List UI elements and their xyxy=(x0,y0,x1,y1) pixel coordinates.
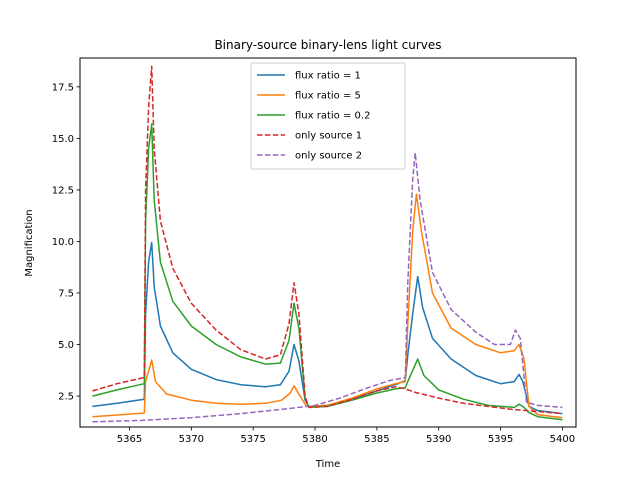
y-tick-label: 7.5 xyxy=(58,289,74,300)
legend-entry-label: flux ratio = 1 xyxy=(295,71,361,82)
y-tick-label: 10.0 xyxy=(52,237,74,248)
series-line-2 xyxy=(92,193,563,419)
axes-frame xyxy=(79,57,577,428)
y-tick-label: 15.0 xyxy=(52,134,74,145)
x-axis-label: Time xyxy=(315,459,340,470)
series-line-5 xyxy=(92,152,563,423)
x-tick-label: 5370 xyxy=(179,434,204,445)
legend-entry-label: only source 1 xyxy=(295,131,362,142)
plot-area xyxy=(92,65,563,423)
y-axis-label: Magnification xyxy=(24,209,35,276)
y-tick-label: 2.5 xyxy=(58,392,74,403)
y-tick-label: 5.0 xyxy=(58,340,74,351)
x-tick-label: 5400 xyxy=(550,434,575,445)
x-axis: 5365 5370 5375 5380 5385 5390 5395 5400 xyxy=(117,427,575,445)
y-axis: 2.5 5.0 7.5 10.0 12.5 15.0 17.5 xyxy=(52,82,80,403)
series-line-4 xyxy=(92,65,563,415)
x-tick-label: 5395 xyxy=(488,434,513,445)
y-tick-label: 17.5 xyxy=(52,82,74,93)
legend-box xyxy=(250,62,406,170)
x-tick-label: 5390 xyxy=(426,434,451,445)
chart-title: Binary-source binary-lens light curves xyxy=(214,38,441,52)
legend-entry-label: flux ratio = 0.2 xyxy=(295,111,370,122)
x-tick-label: 5365 xyxy=(117,434,142,445)
legend-entry-label: flux ratio = 5 xyxy=(295,91,361,102)
x-tick-label: 5375 xyxy=(240,434,265,445)
legend-entry-label: only source 2 xyxy=(295,151,362,162)
x-tick-label: 5380 xyxy=(302,434,327,445)
legend: flux ratio = 1 flux ratio = 5 flux ratio =… xyxy=(250,62,406,170)
x-tick-label: 5385 xyxy=(364,434,389,445)
y-tick-label: 12.5 xyxy=(52,185,74,196)
